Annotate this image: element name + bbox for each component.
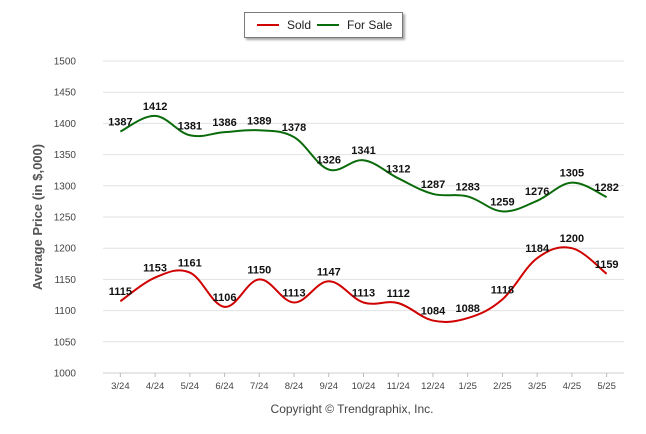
data-label-for-sale: 1283 <box>455 181 479 193</box>
x-tick-label: 2/25 <box>493 381 512 392</box>
legend: Sold For Sale <box>244 12 403 38</box>
data-label-for-sale: 1387 <box>108 117 132 129</box>
data-label-for-sale: 1305 <box>560 168 584 180</box>
grid-lines <box>103 60 624 374</box>
data-label-for-sale: 1282 <box>594 182 618 194</box>
data-label-sold: 1106 <box>213 292 237 304</box>
legend-swatch-sold <box>257 24 279 26</box>
data-label-sold: 1113 <box>282 287 305 299</box>
y-tick-label: 1500 <box>54 57 77 68</box>
x-tick-label: 8/24 <box>285 381 304 392</box>
data-label-for-sale: 1276 <box>525 186 549 198</box>
x-tick-label: 3/25 <box>528 381 547 392</box>
data-label-sold: 1084 <box>421 306 446 318</box>
data-label-for-sale: 1386 <box>212 117 236 129</box>
data-label-sold: 1184 <box>525 243 550 255</box>
data-label-for-sale: 1412 <box>143 101 167 113</box>
data-label-sold: 1159 <box>595 259 619 271</box>
copyright-text: Copyright © Trendgraphix, Inc. <box>271 402 434 416</box>
series-line-for-sale <box>119 114 608 213</box>
legend-label-for-sale: For Sale <box>347 18 393 32</box>
legend-swatch-for-sale <box>317 24 339 26</box>
y-tick-label: 1150 <box>54 275 76 286</box>
y-tick-label: 1450 <box>54 88 77 99</box>
x-tick-label: 5/24 <box>181 381 200 392</box>
data-label-for-sale: 1378 <box>282 122 306 134</box>
x-axis-ticks: 3/24 4/24 5/24 6/24 7/24 8/24 9/24 10/24 11/24 12… <box>111 373 616 392</box>
y-tick-label: 1050 <box>54 337 77 348</box>
y-axis-ticks: 1000 1050 1100 1150 1200 1250 1300 1350 1400 1450… <box>54 57 77 380</box>
x-tick-label: 11/24 <box>387 381 410 392</box>
data-label-sold: 1088 <box>455 303 479 315</box>
y-tick-label: 1350 <box>54 150 77 161</box>
legend-item-sold[interactable]: Sold <box>257 13 311 37</box>
y-tick-label: 1200 <box>54 244 77 255</box>
data-label-sold: 1115 <box>109 286 132 298</box>
data-label-sold: 1118 <box>491 284 514 296</box>
data-label-sold: 1113 <box>352 287 375 299</box>
y-tick-label: 1100 <box>54 306 76 317</box>
x-tick-label: 12/24 <box>421 381 445 392</box>
x-tick-label: 6/24 <box>215 381 234 392</box>
y-tick-label: 1000 <box>54 369 77 380</box>
x-tick-label: 9/24 <box>320 381 339 392</box>
y-tick-label: 1250 <box>54 213 77 224</box>
data-label-for-sale: 1326 <box>317 155 341 167</box>
legend-label-sold: Sold <box>287 18 312 32</box>
y-tick-label: 1400 <box>54 119 77 130</box>
data-label-sold: 1112 <box>387 288 410 300</box>
data-label-sold: 1161 <box>178 258 202 270</box>
data-label-sold: 1150 <box>247 264 271 276</box>
series-lines <box>119 114 608 323</box>
data-label-sold: 1153 <box>143 263 167 275</box>
data-label-for-sale: 1381 <box>178 120 202 132</box>
data-label-sold: 1200 <box>560 233 584 245</box>
x-tick-label: 10/24 <box>352 381 376 392</box>
x-tick-label: 5/25 <box>597 381 616 392</box>
x-tick-label: 4/25 <box>563 381 582 392</box>
data-label-sold: 1147 <box>317 266 341 278</box>
y-axis-label: Average Price (in $,000) <box>30 144 45 290</box>
data-label-for-sale: 1287 <box>421 179 445 191</box>
x-tick-label: 1/25 <box>458 381 477 392</box>
data-label-for-sale: 1341 <box>351 145 375 157</box>
data-labels: 1115 1153 1161 1106 1150 1113 1147 1113 1112 1084… <box>108 101 619 318</box>
x-tick-label: 3/24 <box>111 381 130 392</box>
series-line-sold <box>119 246 608 323</box>
y-tick-label: 1300 <box>54 181 77 192</box>
data-label-for-sale: 1389 <box>247 115 271 127</box>
data-label-for-sale: 1259 <box>490 196 514 208</box>
x-tick-label: 4/24 <box>146 381 165 392</box>
data-label-for-sale: 1312 <box>386 163 410 175</box>
x-tick-label: 7/24 <box>250 381 269 392</box>
legend-item-for-sale[interactable]: For Sale <box>317 13 392 37</box>
